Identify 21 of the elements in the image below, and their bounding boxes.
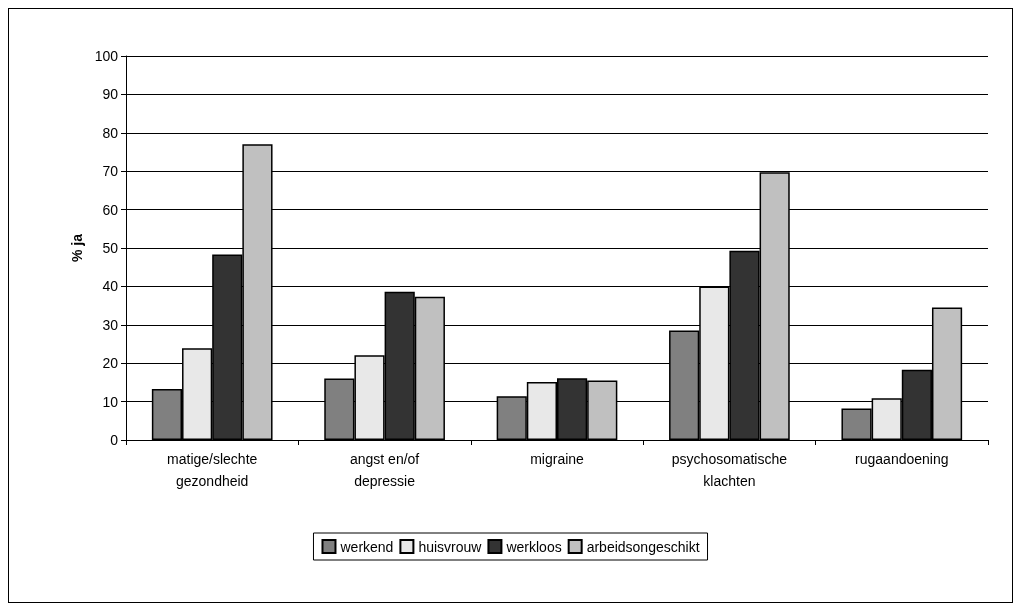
- x-tick-label: psychosomatische klachten: [671, 451, 788, 489]
- legend-label: arbeidsongeschikt: [586, 538, 700, 555]
- y-tick-label: 80: [102, 124, 119, 141]
- x-tick-label: rugaandoening: [855, 451, 949, 467]
- x-tick-label: angst en/of depressie: [349, 451, 420, 489]
- y-tick-label: 40: [102, 278, 119, 295]
- y-axis-title: % ja: [68, 233, 85, 263]
- legend-label: werkend: [339, 538, 394, 555]
- legend-label: werkloos: [505, 538, 562, 555]
- y-tick-label: 70: [102, 163, 119, 180]
- y-tick-label: 100: [94, 48, 119, 64]
- y-tick-label: 30: [102, 316, 119, 333]
- y-tick-label: 20: [102, 355, 119, 372]
- legend-label: huisvrouw: [418, 538, 483, 555]
- y-tick-label: 0: [110, 432, 119, 448]
- y-tick-label: 50: [102, 240, 119, 256]
- y-tick-label: 10: [102, 393, 119, 410]
- x-tick-label: matige/slechte gezondheid: [167, 451, 258, 489]
- x-tick-label: migraine: [530, 451, 585, 467]
- y-tick-label: 60: [102, 201, 119, 218]
- y-tick-label: 90: [102, 86, 119, 103]
